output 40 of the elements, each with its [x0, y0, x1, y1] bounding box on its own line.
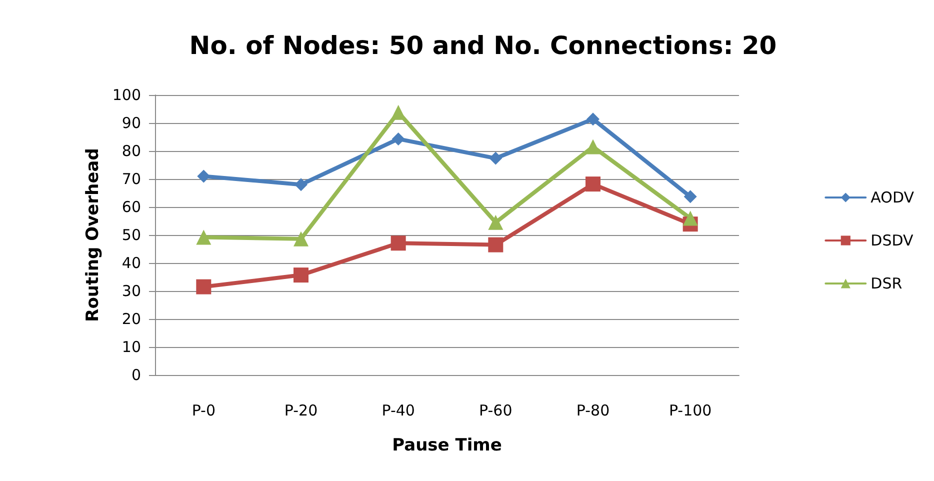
y-tick-label: 50 [122, 226, 141, 244]
legend-label: DSDV [870, 232, 914, 250]
y-axis-title: Routing Overhead [82, 148, 103, 322]
point [392, 132, 405, 146]
point [489, 152, 502, 165]
y-tick-label: 30 [122, 282, 141, 300]
point [294, 231, 308, 246]
y-tick-label: 100 [112, 86, 141, 104]
y-tick-label: 40 [122, 254, 141, 272]
x-tick-label: P-100 [668, 402, 712, 420]
x-tick-label: P-0 [192, 402, 216, 420]
y-tick-label: 90 [122, 114, 141, 132]
point [488, 214, 504, 230]
y-tick-label: 20 [122, 310, 141, 328]
point [197, 170, 210, 183]
point [390, 236, 406, 251]
point [294, 268, 308, 283]
point [586, 139, 600, 154]
point [488, 237, 504, 252]
x-tick-label: P-60 [479, 402, 512, 420]
y-tick-label: 60 [122, 198, 141, 216]
point [586, 112, 600, 126]
point [684, 190, 697, 204]
point [294, 178, 308, 192]
x-tick-label: P-40 [382, 402, 415, 420]
y-tick-label: 10 [122, 338, 141, 356]
y-tick-label: 70 [122, 170, 141, 188]
y-tick-label: 80 [122, 142, 141, 160]
point [196, 279, 212, 294]
y-tick-label: 0 [131, 366, 141, 384]
x-tick-label: P-80 [576, 402, 610, 420]
chart-title: No. of Nodes: 50 and No. Connections: 20 [189, 31, 777, 60]
point [390, 104, 406, 120]
point [586, 176, 600, 192]
x-axis-title: Pause Time [392, 436, 502, 456]
point [682, 210, 698, 226]
x-tick-label: P-20 [284, 402, 318, 420]
legend-label: AODV [870, 188, 915, 206]
legend-label: DSR [870, 274, 902, 292]
point [196, 230, 212, 245]
